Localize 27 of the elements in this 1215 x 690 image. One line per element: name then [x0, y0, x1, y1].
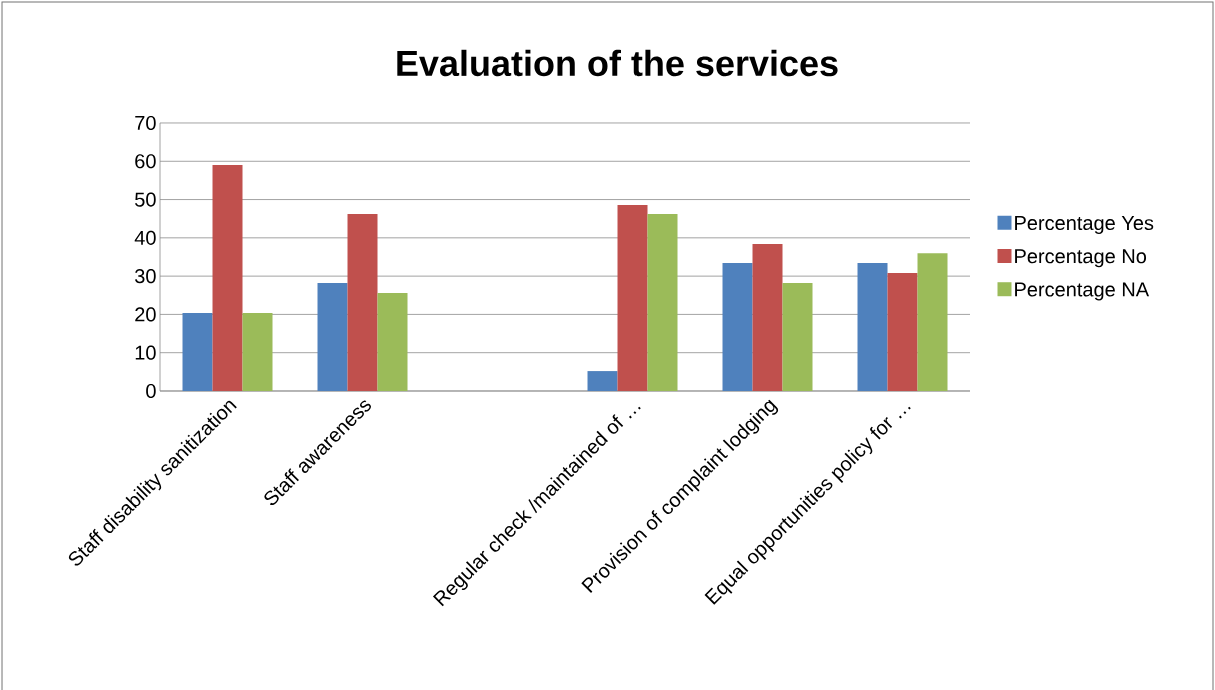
bar	[782, 283, 813, 391]
bar	[617, 204, 648, 391]
bar	[887, 273, 918, 391]
chart-title: Evaluation of the services	[397, 49, 838, 77]
bar	[647, 214, 678, 391]
y-tick-label: 20	[135, 307, 156, 322]
bar	[242, 312, 273, 391]
y-tick-label: 40	[134, 230, 156, 245]
y-tick-label: 60	[135, 154, 156, 169]
y-tick-label: 50	[135, 192, 156, 207]
y-tick-label: 70	[135, 115, 156, 131]
y-tick-label: 0	[146, 383, 156, 399]
bar	[347, 214, 378, 391]
bar	[752, 243, 783, 391]
bar	[857, 263, 888, 391]
legend-label: Percentage Yes	[1015, 216, 1154, 235]
bar	[182, 312, 213, 391]
bar	[377, 292, 408, 391]
bar	[722, 263, 753, 391]
bar	[212, 165, 243, 391]
y-tick-label: 10	[135, 345, 156, 360]
bar	[317, 283, 348, 391]
y-tick-label: 30	[135, 269, 156, 284]
bar	[587, 371, 618, 391]
legend-label: Percentage No	[1015, 249, 1147, 268]
legend-label: Percentage NA	[1015, 282, 1150, 301]
bar	[917, 253, 948, 391]
